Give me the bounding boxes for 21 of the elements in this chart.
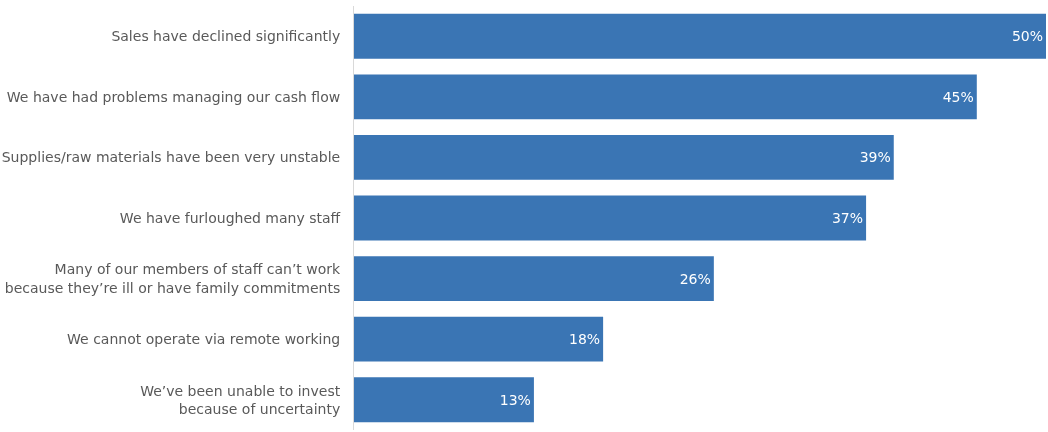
data-label: 45%: [942, 88, 974, 105]
y-tick-label: We’ve been unable to invest because of uncertainty: [140, 382, 341, 417]
y-tick-label: We have furloughed many staff: [119, 209, 341, 226]
y-tick-label: Supplies/raw materials have been very unstable: [1, 149, 341, 166]
y-tick-label: Many of our members of staff can’t work because they’re ill or have family commitments: [4, 261, 342, 296]
bar: [354, 256, 714, 301]
bar: [354, 316, 604, 362]
bar: [354, 13, 1046, 59]
data-label: 39%: [859, 149, 891, 166]
y-tick-label: We cannot operate via remote working: [67, 331, 341, 348]
bar: [354, 135, 894, 180]
data-label: 37%: [831, 210, 864, 226]
y-tick-label: Sales have declined significantly: [111, 28, 341, 45]
bar: [354, 195, 867, 241]
bar: [354, 74, 977, 120]
data-label: 13%: [499, 391, 531, 408]
y-tick-label: We have had problems managing our cash flow: [6, 88, 341, 105]
bar: [354, 377, 534, 423]
data-label: 26%: [679, 270, 711, 287]
data-label: 50%: [1011, 28, 1043, 45]
data-label: 18%: [568, 331, 601, 348]
